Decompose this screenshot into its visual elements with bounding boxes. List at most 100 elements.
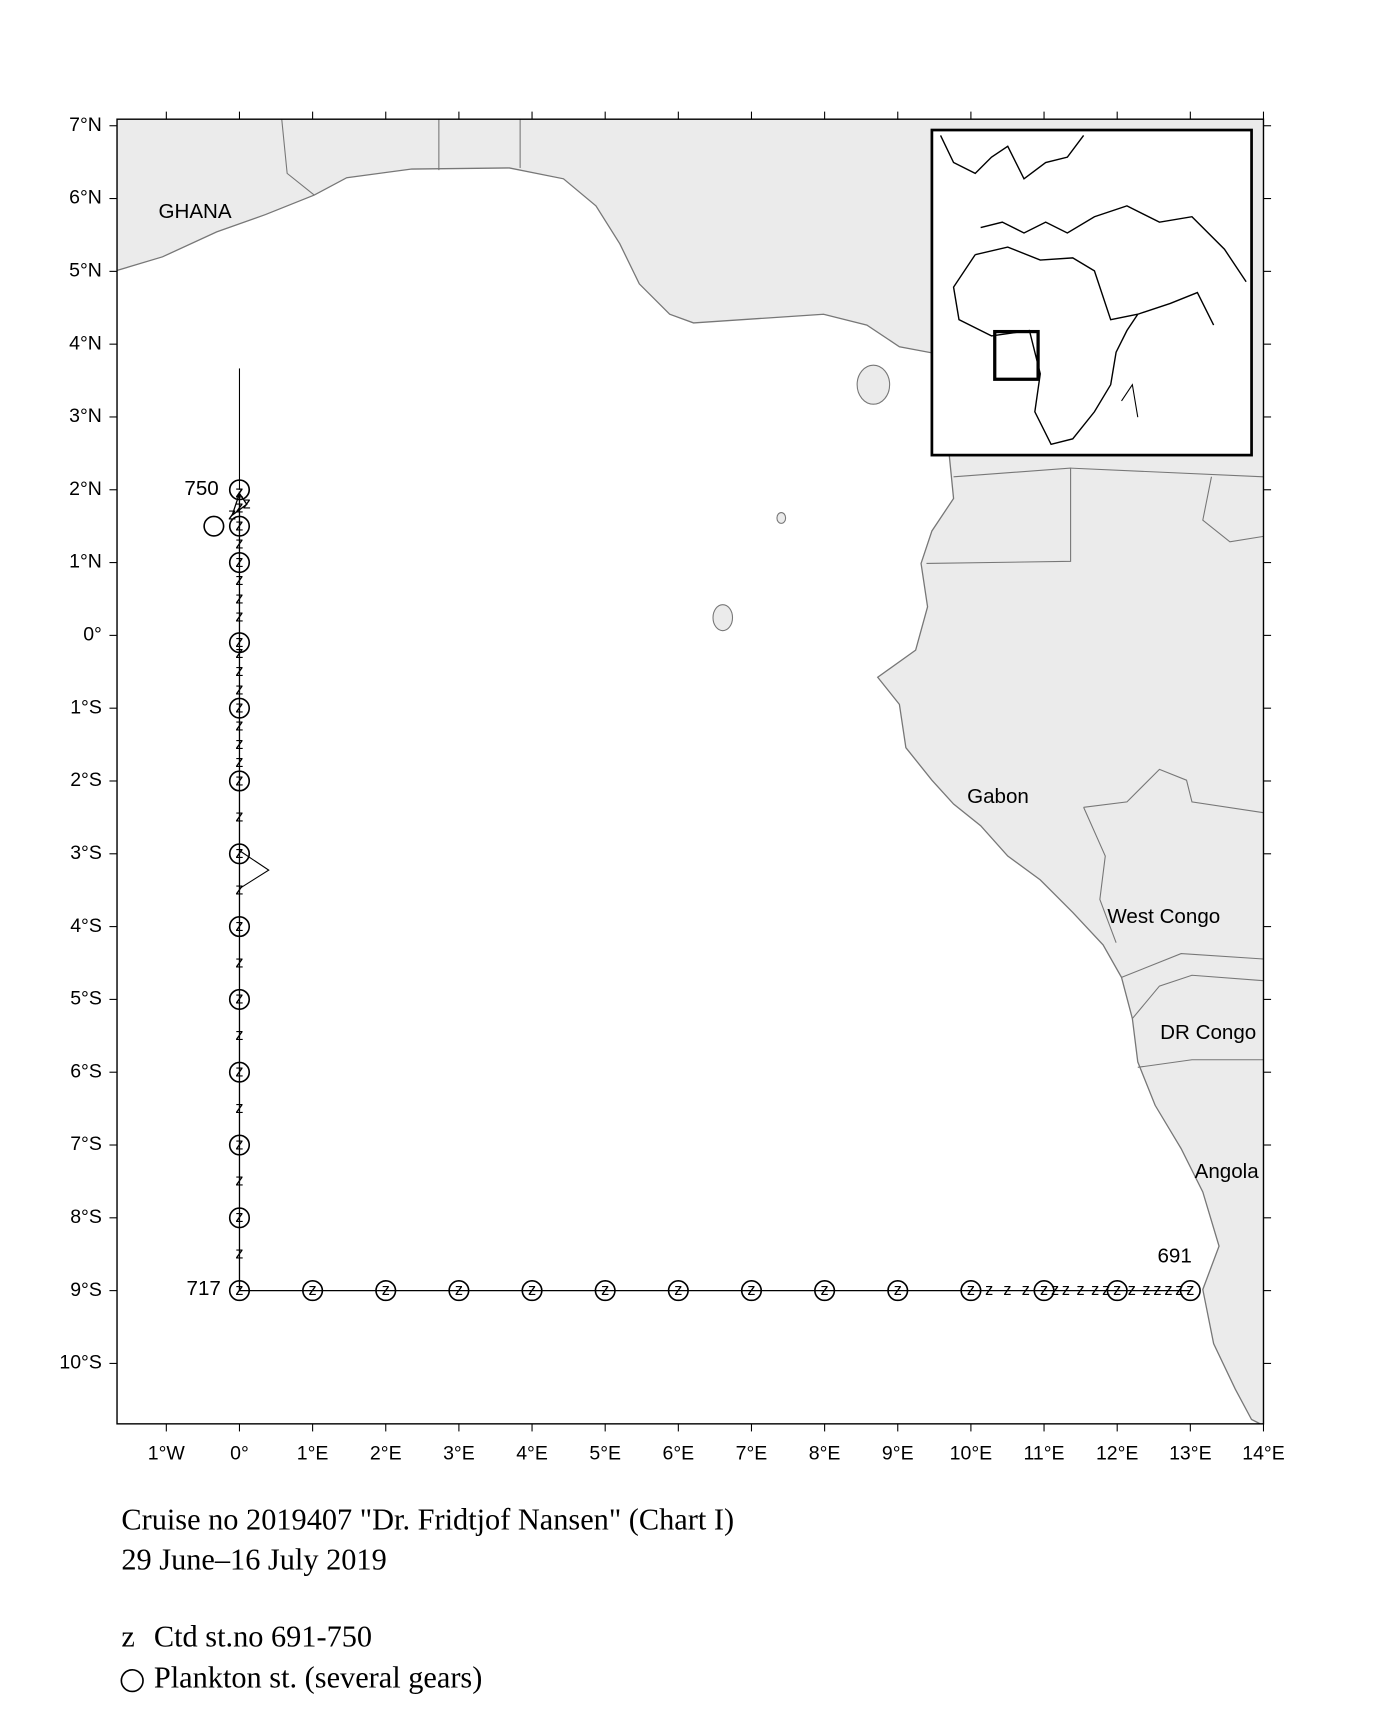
plankton-station xyxy=(1106,1280,1128,1302)
ctd-station: z xyxy=(1022,1281,1030,1299)
legend-marker: z xyxy=(121,1619,134,1653)
plankton-station xyxy=(228,1061,251,1083)
ctd-station: z xyxy=(235,1281,243,1299)
ctd-station: z xyxy=(1077,1281,1085,1299)
plankton-station xyxy=(228,479,251,501)
ctd-station: z xyxy=(235,735,243,753)
ctd-station: z xyxy=(235,1172,243,1190)
ctd-station: z xyxy=(382,1281,390,1299)
ctd-station: z xyxy=(235,484,243,502)
ctd-station: z xyxy=(235,880,243,898)
plankton-station xyxy=(228,697,251,719)
ctd-station: z xyxy=(235,844,243,862)
ctd-station: z xyxy=(235,717,243,735)
ctd-station: z xyxy=(1091,1281,1099,1299)
ctd-station: z xyxy=(235,698,243,716)
ctd-station: z xyxy=(235,1245,243,1263)
y-tick-label: 6°N xyxy=(69,187,102,209)
plankton-station xyxy=(228,632,251,654)
ctd-station: z xyxy=(1164,1281,1172,1299)
plankton-station xyxy=(228,515,251,537)
ctd-station: z xyxy=(1142,1281,1150,1299)
ctd-station: z xyxy=(235,1135,243,1153)
ctd-station: z xyxy=(747,1281,755,1299)
ctd-station: z xyxy=(309,1281,317,1299)
ctd-station: z xyxy=(821,1281,829,1299)
y-tick-label: 1°N xyxy=(69,551,102,573)
map-label: DR Congo xyxy=(1160,1021,1256,1044)
legend-label: Ctd st.no 691-750 xyxy=(154,1619,372,1653)
ctd-station: z xyxy=(1040,1281,1048,1299)
map-root: Cruise no 2019407 "Dr. Fridtjof Nansen" … xyxy=(59,111,1285,1695)
map-label: 717 xyxy=(187,1277,221,1300)
map-label: GHANA xyxy=(158,200,231,223)
ctd-station: z xyxy=(1062,1281,1070,1299)
plankton-station xyxy=(740,1280,763,1302)
inset-map xyxy=(930,128,1253,457)
ctd-station: z xyxy=(601,1281,609,1299)
map-label: Angola xyxy=(1195,1160,1260,1183)
y-tick-label: 9°S xyxy=(70,1279,102,1301)
ctd-station: z xyxy=(235,553,243,571)
ctd-station: z xyxy=(235,808,243,826)
track-detour xyxy=(239,850,270,890)
x-tick-label: 11°E xyxy=(1024,1442,1065,1464)
y-tick-label: 8°S xyxy=(70,1206,102,1228)
cruise-track xyxy=(230,491,1191,1292)
y-tick-label: 5°N xyxy=(69,260,102,282)
plankton-station xyxy=(521,1280,543,1302)
y-tick-label: 10°S xyxy=(59,1352,102,1374)
ctd-station: z xyxy=(967,1281,975,1299)
ctd-station: z xyxy=(235,753,243,771)
ctd-station: z xyxy=(228,506,236,524)
x-tick-label: 8°E xyxy=(809,1442,841,1464)
ctd-station: z xyxy=(1051,1281,1059,1299)
ctd-station: z xyxy=(235,662,243,680)
y-tick-label: 7°S xyxy=(70,1133,102,1155)
ctd-station: z xyxy=(243,495,251,513)
plankton-station xyxy=(960,1280,982,1302)
y-tick-label: 0° xyxy=(83,624,102,646)
plankton-station xyxy=(887,1280,909,1302)
ctd-station: z xyxy=(528,1281,536,1299)
plankton-station xyxy=(228,843,251,865)
ctd-station: z xyxy=(235,1026,243,1044)
x-tick-label: 10°E xyxy=(950,1442,993,1464)
plankton-station xyxy=(228,552,251,574)
ctd-station: z xyxy=(235,571,243,589)
x-tick-label: 4°E xyxy=(516,1442,548,1464)
x-tick-label: 12°E xyxy=(1096,1442,1139,1464)
ctd-station: z xyxy=(235,535,243,553)
plankton-station xyxy=(667,1280,689,1302)
plankton-station xyxy=(302,1280,324,1302)
x-tick-label: 5°E xyxy=(589,1442,621,1464)
plankton-station xyxy=(1179,1280,1201,1302)
ctd-station: z xyxy=(1128,1281,1136,1299)
map-label: 691 xyxy=(1157,1244,1191,1267)
map-label: Gabon xyxy=(967,785,1029,808)
plankton-station xyxy=(203,515,225,537)
ctd-station: z xyxy=(235,771,243,789)
map-label: West Congo xyxy=(1107,905,1220,928)
ctd-station: z xyxy=(235,589,243,607)
ctd-station: z xyxy=(894,1281,902,1299)
map-frame xyxy=(116,118,1265,1425)
legend-symbol xyxy=(120,1669,144,1693)
plankton-station xyxy=(228,1207,251,1229)
plankton-station xyxy=(228,770,251,792)
ctd-station: z xyxy=(235,498,243,516)
x-tick-label: 0° xyxy=(230,1442,249,1464)
ctd-station: z xyxy=(1003,1281,1011,1299)
island xyxy=(776,512,787,524)
x-tick-label: 13°E xyxy=(1169,1442,1211,1464)
ctd-station: z xyxy=(235,607,243,625)
x-tick-label: 9°E xyxy=(882,1442,914,1464)
y-tick-label: 5°S xyxy=(70,988,102,1010)
ctd-station: z xyxy=(1175,1281,1183,1299)
y-tick-label: 3°S xyxy=(70,842,102,864)
x-tick-label: 1°W xyxy=(148,1442,186,1464)
ctd-station: z xyxy=(235,1208,243,1226)
y-tick-label: 2°S xyxy=(70,769,102,791)
ctd-station: z xyxy=(235,953,243,971)
